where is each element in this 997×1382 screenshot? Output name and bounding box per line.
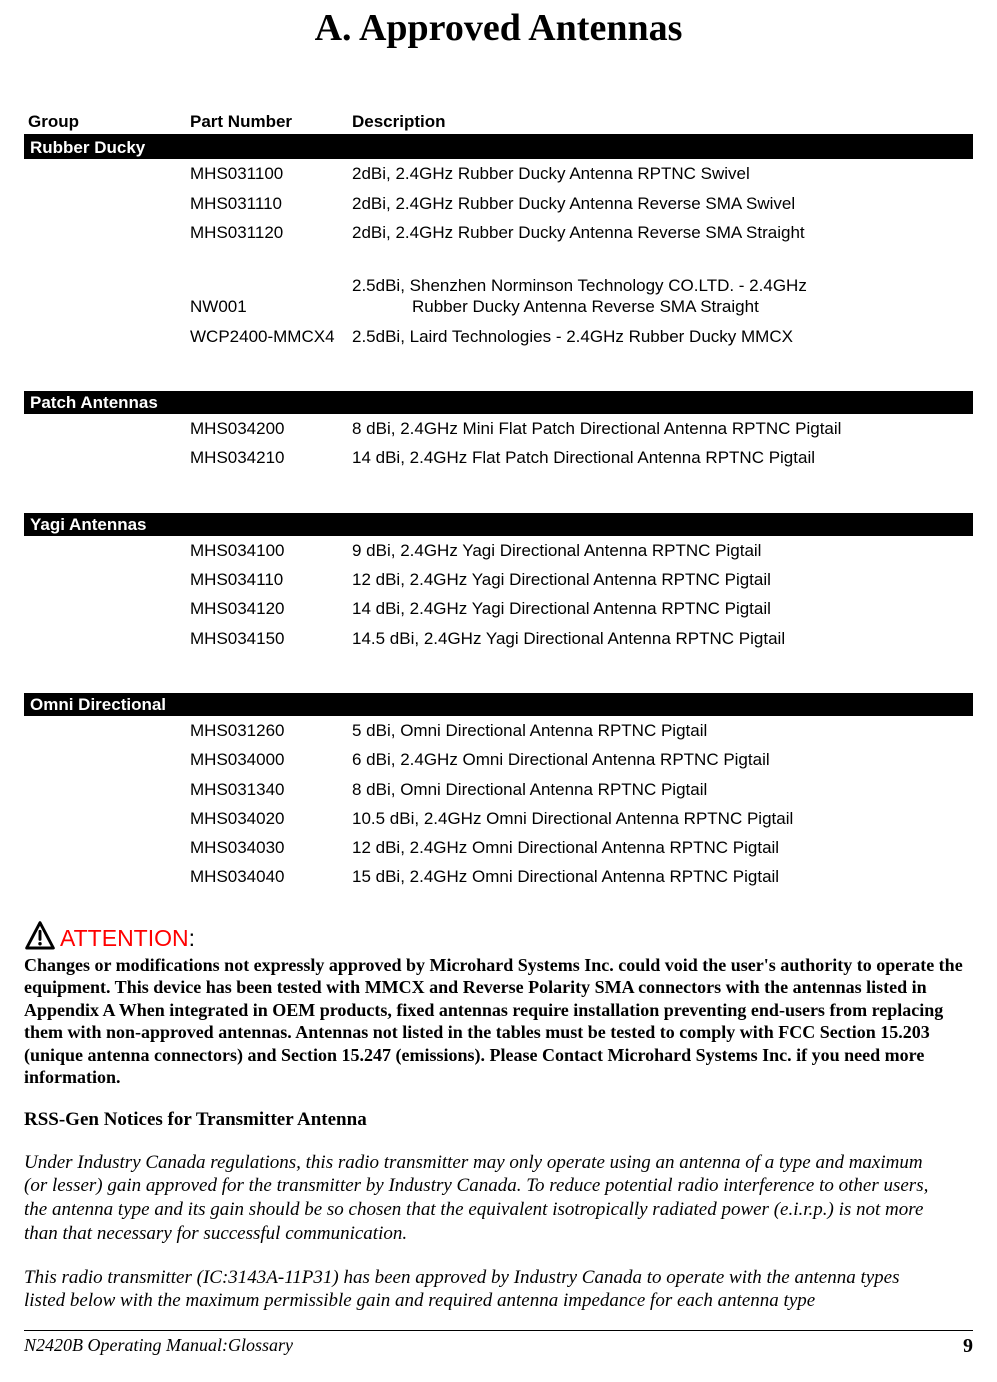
cell-desc: 2.5dBi, Laird Technologies - 2.4GHz Rubb… bbox=[348, 322, 973, 351]
cell-group bbox=[24, 804, 186, 833]
cell-desc: 12 dBi, 2.4GHz Yagi Directional Antenna … bbox=[348, 565, 973, 594]
attention-block: ATTENTION: Changes or modifications not … bbox=[24, 920, 973, 1089]
section-header: Rubber Ducky bbox=[24, 135, 973, 159]
cell-part: WCP2400-MMCX4 bbox=[186, 322, 348, 351]
cell-group bbox=[24, 322, 186, 351]
table-row: MHS0311202dBi, 2.4GHz Rubber Ducky Anten… bbox=[24, 218, 973, 247]
section-header-label: Omni Directional bbox=[24, 693, 973, 716]
section-header: Omni Directional bbox=[24, 693, 973, 716]
col-header-group: Group bbox=[24, 110, 186, 135]
section-header: Yagi Antennas bbox=[24, 513, 973, 536]
cell-desc: 2dBi, 2.4GHz Rubber Ducky Antenna RPTNC … bbox=[348, 159, 973, 188]
cell-part: MHS034150 bbox=[186, 624, 348, 653]
cell-group bbox=[24, 862, 186, 891]
footer-left: N2420B Operating Manual:Glossary bbox=[24, 1335, 293, 1358]
attention-label: ATTENTION bbox=[60, 925, 189, 951]
section-spacer bbox=[24, 653, 973, 693]
cell-group bbox=[24, 745, 186, 774]
cell-part: MHS031340 bbox=[186, 775, 348, 804]
cell-desc: 15 dBi, 2.4GHz Omni Directional Antenna … bbox=[348, 862, 973, 891]
cell-part: MHS034100 bbox=[186, 536, 348, 565]
antenna-table: Group Part Number Description Rubber Duc… bbox=[24, 110, 973, 892]
table-row: MHS03403012 dBi, 2.4GHz Omni Directional… bbox=[24, 833, 973, 862]
cell-desc: 2dBi, 2.4GHz Rubber Ducky Antenna Revers… bbox=[348, 218, 973, 247]
warning-icon bbox=[24, 920, 56, 952]
cell-desc: 14.5 dBi, 2.4GHz Yagi Directional Antenn… bbox=[348, 624, 973, 653]
rss-para-1: Under Industry Canada regulations, this … bbox=[24, 1151, 973, 1246]
cell-group bbox=[24, 833, 186, 862]
table-row: MHS03404015 dBi, 2.4GHz Omni Directional… bbox=[24, 862, 973, 891]
table-row: MHS0313408 dBi, Omni Directional Antenna… bbox=[24, 775, 973, 804]
cell-group bbox=[24, 565, 186, 594]
cell-part: MHS034030 bbox=[186, 833, 348, 862]
table-row: MHS0342008 dBi, 2.4GHz Mini Flat Patch D… bbox=[24, 414, 973, 443]
cell-desc: 12 dBi, 2.4GHz Omni Directional Antenna … bbox=[348, 833, 973, 862]
cell-group bbox=[24, 775, 186, 804]
footer-right: 9 bbox=[963, 1335, 973, 1358]
cell-part: MHS031100 bbox=[186, 159, 348, 188]
section-header-label: Yagi Antennas bbox=[24, 513, 973, 536]
table-row: MHS03415014.5 dBi, 2.4GHz Yagi Direction… bbox=[24, 624, 973, 653]
cell-desc: 14 dBi, 2.4GHz Yagi Directional Antenna … bbox=[348, 594, 973, 623]
row-spacer bbox=[24, 247, 973, 271]
page-title: A. Approved Antennas bbox=[24, 6, 973, 50]
cell-group bbox=[24, 414, 186, 443]
col-header-desc: Description bbox=[348, 110, 973, 135]
cell-group bbox=[24, 443, 186, 472]
table-row: WCP2400-MMCX42.5dBi, Laird Technologies … bbox=[24, 322, 973, 351]
table-row: MHS03411012 dBi, 2.4GHz Yagi Directional… bbox=[24, 565, 973, 594]
cell-group bbox=[24, 536, 186, 565]
table-row: MHS03402010.5 dBi, 2.4GHz Omni Direction… bbox=[24, 804, 973, 833]
cell-group bbox=[24, 189, 186, 218]
cell-group bbox=[24, 159, 186, 188]
cell-desc: 5 dBi, Omni Directional Antenna RPTNC Pi… bbox=[348, 716, 973, 745]
table-row: MHS03421014 dBi, 2.4GHz Flat Patch Direc… bbox=[24, 443, 973, 472]
section-header-label: Patch Antennas bbox=[24, 391, 973, 414]
table-row: MHS0311002dBi, 2.4GHz Rubber Ducky Anten… bbox=[24, 159, 973, 188]
table-row: MHS0340006 dBi, 2.4GHz Omni Directional … bbox=[24, 745, 973, 774]
table-row: MHS0311102dBi, 2.4GHz Rubber Ducky Anten… bbox=[24, 189, 973, 218]
cell-desc: 14 dBi, 2.4GHz Flat Patch Directional An… bbox=[348, 443, 973, 472]
section-header: Patch Antennas bbox=[24, 391, 973, 414]
col-header-part: Part Number bbox=[186, 110, 348, 135]
cell-desc: 8 dBi, Omni Directional Antenna RPTNC Pi… bbox=[348, 775, 973, 804]
cell-desc: 10.5 dBi, 2.4GHz Omni Directional Antenn… bbox=[348, 804, 973, 833]
cell-part: MHS034120 bbox=[186, 594, 348, 623]
cell-desc: 8 dBi, 2.4GHz Mini Flat Patch Directiona… bbox=[348, 414, 973, 443]
cell-part: MHS034040 bbox=[186, 862, 348, 891]
cell-group bbox=[24, 716, 186, 745]
cell-group bbox=[24, 624, 186, 653]
cell-part: MHS031110 bbox=[186, 189, 348, 218]
table-row: NW0012.5dBi, Shenzhen Norminson Technolo… bbox=[24, 271, 973, 322]
section-header-label: Rubber Ducky bbox=[24, 135, 973, 159]
cell-part: MHS034210 bbox=[186, 443, 348, 472]
footer: N2420B Operating Manual:Glossary 9 bbox=[24, 1330, 973, 1358]
cell-part: MHS031120 bbox=[186, 218, 348, 247]
cell-part: MHS034200 bbox=[186, 414, 348, 443]
cell-group bbox=[24, 218, 186, 247]
section-spacer bbox=[24, 351, 973, 391]
table-row: MHS0341009 dBi, 2.4GHz Yagi Directional … bbox=[24, 536, 973, 565]
rss-heading: RSS-Gen Notices for Transmitter Antenna bbox=[24, 1109, 973, 1131]
cell-part: MHS031260 bbox=[186, 716, 348, 745]
cell-group bbox=[24, 271, 186, 322]
cell-desc: 6 dBi, 2.4GHz Omni Directional Antenna R… bbox=[348, 745, 973, 774]
table-row: MHS0312605 dBi, Omni Directional Antenna… bbox=[24, 716, 973, 745]
attention-colon: : bbox=[189, 925, 195, 951]
cell-group bbox=[24, 594, 186, 623]
table-header-row: Group Part Number Description bbox=[24, 110, 973, 135]
cell-part: NW001 bbox=[186, 271, 348, 322]
cell-desc: 9 dBi, 2.4GHz Yagi Directional Antenna R… bbox=[348, 536, 973, 565]
rss-para-2: This radio transmitter (IC:3143A-11P31) … bbox=[24, 1266, 973, 1314]
cell-desc: 2dBi, 2.4GHz Rubber Ducky Antenna Revers… bbox=[348, 189, 973, 218]
attention-body: Changes or modifications not expressly a… bbox=[24, 954, 973, 1089]
cell-part: MHS034000 bbox=[186, 745, 348, 774]
section-spacer bbox=[24, 473, 973, 513]
cell-desc: 2.5dBi, Shenzhen Norminson Technology CO… bbox=[348, 271, 973, 322]
table-row: MHS03412014 dBi, 2.4GHz Yagi Directional… bbox=[24, 594, 973, 623]
cell-part: MHS034110 bbox=[186, 565, 348, 594]
cell-part: MHS034020 bbox=[186, 804, 348, 833]
